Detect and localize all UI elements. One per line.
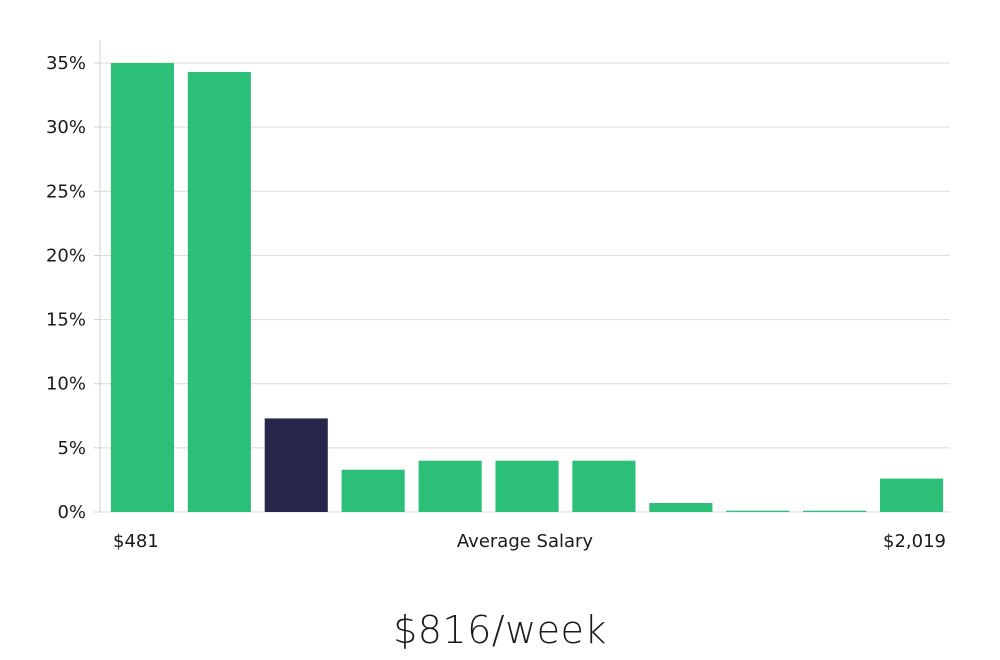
y-tick-label: 30%: [46, 117, 86, 138]
bar: [726, 510, 790, 512]
bars: [110, 63, 944, 512]
y-tick-label: 0%: [57, 502, 86, 523]
bar: [880, 478, 944, 512]
bar: [418, 460, 482, 512]
y-tick-label: 15%: [46, 310, 86, 331]
y-tick-label: 5%: [57, 438, 86, 459]
bar: [110, 63, 174, 512]
bar: [803, 510, 867, 512]
bar: [649, 503, 713, 512]
bar: [187, 72, 251, 512]
x-axis-min-label: $481: [113, 531, 159, 552]
bar-highlighted: [264, 418, 328, 512]
y-tick-label: 10%: [46, 374, 86, 395]
x-axis-max-label: $2,019: [883, 531, 946, 552]
bar: [495, 460, 559, 512]
bar: [341, 469, 405, 512]
y-tick-label: 25%: [46, 181, 86, 202]
salary-distribution-chart: 0% 5% 10% 15% 20% 25% 30% 35% $481 Average Sala…: [46, 40, 950, 552]
x-axis-title: Average Salary: [457, 531, 594, 552]
y-tick-label: 35%: [46, 53, 86, 74]
average-salary-value: $816/week: [393, 608, 607, 652]
y-axis-ticks: 0% 5% 10% 15% 20% 25% 30% 35%: [46, 53, 100, 523]
bar: [572, 460, 636, 512]
y-tick-label: 20%: [46, 245, 86, 266]
